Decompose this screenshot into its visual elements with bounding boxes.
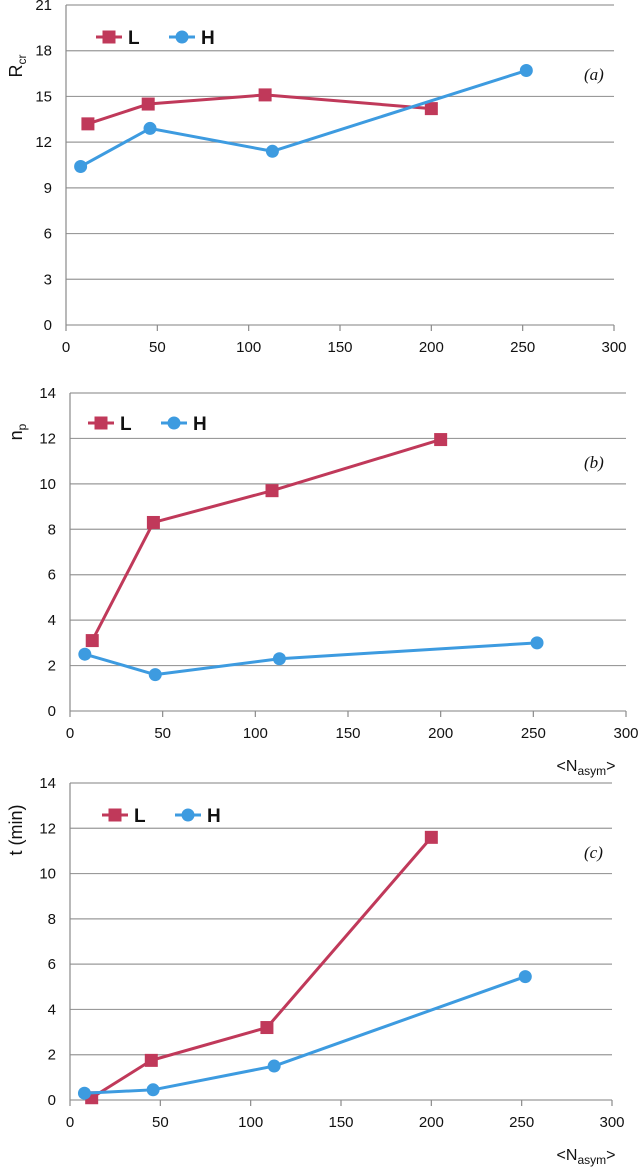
- data-point-L: [81, 117, 95, 131]
- x-tick-label: 150: [335, 725, 360, 742]
- data-point-H: [78, 647, 92, 661]
- data-point-H: [77, 1086, 91, 1100]
- data-point-H: [74, 160, 88, 174]
- x-tick-label: 300: [599, 1114, 624, 1131]
- y-tick-label: 18: [35, 43, 52, 60]
- y-tick-label: 0: [48, 1092, 56, 1109]
- series-line-L: [87, 93, 432, 126]
- x-tick-label: 200: [419, 339, 444, 356]
- legend-label-H: H: [207, 806, 221, 827]
- data-point-L: [258, 88, 272, 102]
- panel-label: (b): [584, 453, 604, 472]
- x-tick-label: 50: [149, 339, 166, 356]
- x-tick-label: 100: [243, 725, 268, 742]
- data-point-L: [141, 97, 155, 111]
- series-line-H: [84, 975, 526, 1095]
- data-point-H: [272, 652, 286, 666]
- y-tick-label: 15: [35, 88, 52, 105]
- legend-label-L: L: [134, 806, 146, 827]
- panel-label: (c): [584, 843, 603, 862]
- x-axis-label: <Nasym>: [557, 1147, 616, 1167]
- data-point-H: [267, 1059, 281, 1073]
- data-point-L: [265, 484, 279, 498]
- y-tick-label: 9: [44, 180, 52, 197]
- series-line-H: [79, 69, 527, 168]
- y-tick-label: 14: [39, 775, 56, 792]
- legend-marker-H: [167, 416, 181, 430]
- panel-label: (a): [584, 65, 604, 84]
- y-tick-label: 21: [35, 0, 52, 14]
- x-tick-label: 150: [328, 1114, 353, 1131]
- x-tick-label: 200: [428, 725, 453, 742]
- data-point-H: [518, 970, 532, 984]
- series-line-L: [90, 438, 442, 642]
- x-tick-label: 0: [66, 1114, 74, 1131]
- x-tick-label: 250: [510, 339, 535, 356]
- x-tick-label: 100: [236, 339, 261, 356]
- chart-panel-2: 0 2 4 6 8 10 12 14 0 50 100 150 200 250 300 L H (b) np <Nas…: [6, 385, 639, 778]
- y-tick-label: 4: [48, 612, 56, 629]
- y-tick-label: 8: [48, 911, 56, 928]
- y-tick-label: 12: [39, 820, 56, 837]
- data-point-H: [265, 144, 279, 158]
- x-tick-label: 0: [62, 339, 70, 356]
- x-tick-label: 50: [154, 725, 171, 742]
- y-tick-label: 6: [48, 956, 56, 973]
- y-tick-label: 3: [44, 271, 52, 288]
- x-tick-label: 250: [509, 1114, 534, 1131]
- x-tick-label: 300: [613, 725, 638, 742]
- data-point-L: [85, 634, 99, 648]
- legend-label-H: H: [193, 414, 207, 435]
- legend-marker-H: [175, 30, 189, 44]
- chart-panel-3: 0 2 4 6 8 10 12 14 0 50 100 150 200 250 300 L H (c) t (min…: [6, 775, 625, 1167]
- y-tick-label: 12: [39, 430, 56, 447]
- y-tick-label: 0: [48, 703, 56, 720]
- x-axis-label: <Nasym>: [557, 758, 616, 778]
- data-point-L: [146, 515, 160, 529]
- legend-label-L: L: [128, 28, 140, 49]
- y-tick-label: 4: [48, 1001, 56, 1018]
- y-tick-label: 10: [39, 476, 56, 493]
- x-tick-label: 200: [419, 1114, 444, 1131]
- y-tick-label: 6: [48, 567, 56, 584]
- legend-marker-H: [181, 808, 195, 822]
- y-tick-label: 6: [44, 226, 52, 243]
- y-tick-label: 0: [44, 317, 52, 334]
- data-point-L: [434, 433, 448, 447]
- data-point-H: [146, 1083, 160, 1097]
- legend-marker-L: [102, 30, 116, 44]
- data-point-L: [260, 1021, 274, 1035]
- legend-marker-L: [108, 808, 122, 822]
- x-tick-label: 250: [521, 725, 546, 742]
- y-tick-label: 2: [48, 658, 56, 675]
- series-line-L: [90, 836, 433, 1100]
- y-axis-label: Rcr: [6, 55, 29, 78]
- y-tick-label: 14: [39, 385, 56, 402]
- data-point-L: [144, 1053, 158, 1067]
- data-point-H: [143, 121, 157, 135]
- x-tick-label: 300: [601, 339, 626, 356]
- legend-label-H: H: [201, 28, 215, 49]
- series-line-H: [84, 641, 538, 677]
- x-tick-label: 0: [66, 725, 74, 742]
- data-point-L: [424, 102, 438, 116]
- y-axis-label: t (min): [6, 805, 26, 856]
- y-tick-label: 12: [35, 134, 52, 151]
- y-tick-label: 10: [39, 866, 56, 883]
- legend-marker-L: [94, 416, 108, 430]
- x-tick-label: 50: [152, 1114, 169, 1131]
- y-tick-label: 2: [48, 1047, 56, 1064]
- x-tick-label: 150: [327, 339, 352, 356]
- data-point-H: [519, 64, 533, 78]
- chart-panel-1: 0 3 6 9 12 15 18 21 0 50 100 150 200 250 300 L H (a) Rcr: [6, 0, 627, 356]
- data-point-L: [424, 830, 438, 844]
- legend-label-L: L: [120, 414, 132, 435]
- y-tick-label: 8: [48, 521, 56, 538]
- x-tick-label: 100: [238, 1114, 263, 1131]
- data-point-H: [530, 636, 544, 650]
- data-point-H: [148, 668, 162, 682]
- y-axis-label: np: [6, 423, 29, 440]
